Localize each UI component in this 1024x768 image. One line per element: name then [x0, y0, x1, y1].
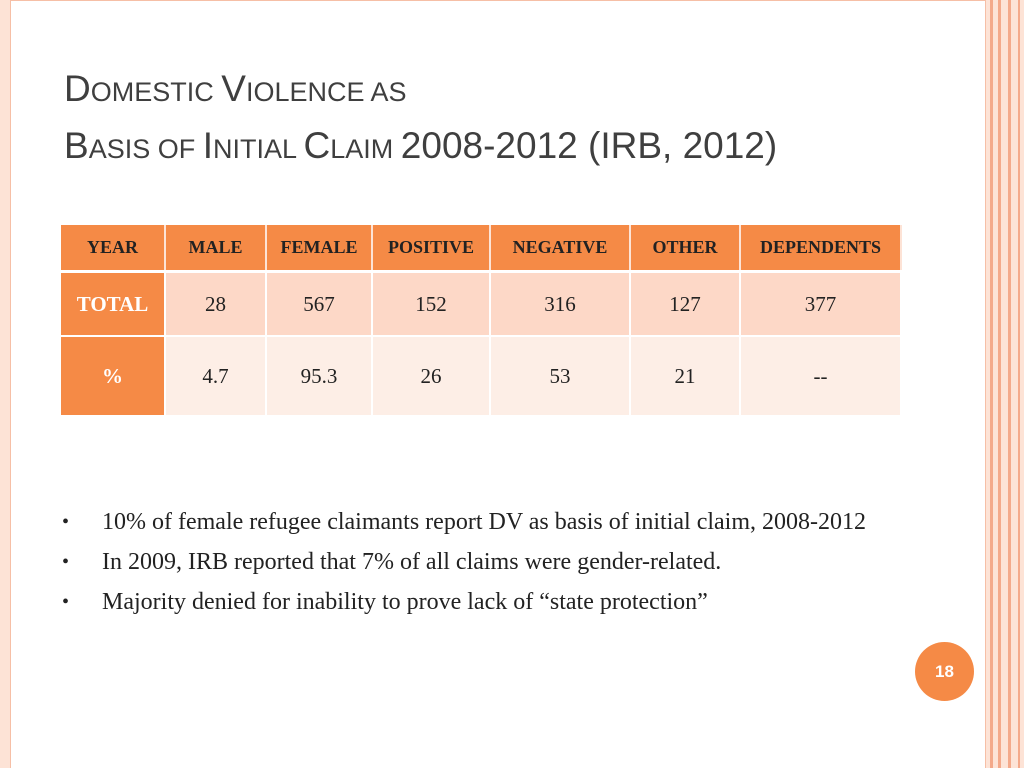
- slide-frame-left-line: [10, 0, 11, 768]
- title-segment: D: [64, 68, 91, 109]
- title-line-2: BASIS OF INITIAL CLAIM 2008-2012 (IRB, 2…: [64, 119, 777, 176]
- slide-frame-top-line: [10, 0, 986, 1]
- title-segment: NITIAL: [213, 134, 304, 164]
- title-segment: IOLENCE AS: [245, 77, 407, 107]
- title-segment: C: [303, 125, 331, 166]
- statistics-table: YEAR MALE FEMALE POSITIVE NEGATIVE OTHER…: [61, 225, 902, 417]
- title-segment: I: [202, 125, 213, 166]
- title-segment: 2008-2012 (IRB, 2012): [400, 125, 778, 166]
- decor-stripe: [990, 0, 993, 768]
- slide-title: DOMESTIC VIOLENCE AS BASIS OF INITIAL CL…: [64, 62, 777, 176]
- table-cell: 567: [266, 271, 373, 337]
- table-cell: 316: [490, 271, 631, 337]
- column-header-female: FEMALE: [266, 225, 373, 273]
- table-cell: 21: [630, 336, 741, 417]
- table-row-total: TOTAL 28 567 152 316 127 377: [61, 271, 902, 337]
- table-cell: 377: [740, 271, 902, 337]
- table-header-row: YEAR MALE FEMALE POSITIVE NEGATIVE OTHER…: [61, 225, 902, 273]
- title-segment: V: [221, 68, 246, 109]
- bullet-text: In 2009, IRB reported that 7% of all cla…: [102, 549, 722, 575]
- row-label-total: TOTAL: [61, 271, 166, 337]
- title-segment: OMESTIC: [90, 77, 222, 107]
- row-label-percent: %: [61, 336, 166, 417]
- table-cell: 4.7: [165, 336, 267, 417]
- column-header-positive: POSITIVE: [372, 225, 491, 273]
- column-header-other: OTHER: [630, 225, 741, 273]
- title-segment: ASIS OF: [88, 134, 203, 164]
- decor-stripe: [1008, 0, 1011, 768]
- bullet-icon: •: [62, 591, 70, 613]
- bullet-list: • 10% of female refugee claimants report…: [62, 506, 922, 626]
- list-item: • Majority denied for inability to prove…: [62, 586, 922, 618]
- title-line-1: DOMESTIC VIOLENCE AS: [64, 62, 777, 119]
- title-segment: B: [64, 125, 89, 166]
- slide-frame-left: [0, 0, 10, 768]
- title-segment: LAIM: [330, 134, 401, 164]
- list-item: • In 2009, IRB reported that 7% of all c…: [62, 546, 922, 578]
- decor-stripe: [998, 0, 1001, 768]
- bullet-icon: •: [62, 511, 70, 533]
- table-cell: 95.3: [266, 336, 373, 417]
- table-cell: 152: [372, 271, 491, 337]
- bullet-text: Majority denied for inability to prove l…: [102, 589, 708, 615]
- slide-frame-right-line: [985, 0, 986, 768]
- bullet-text: 10% of female refugee claimants report D…: [102, 509, 866, 535]
- table-row-percent: % 4.7 95.3 26 53 21 --: [61, 336, 902, 417]
- table-cell: 53: [490, 336, 631, 417]
- decor-stripe: [1018, 0, 1020, 768]
- list-item: • 10% of female refugee claimants report…: [62, 506, 922, 538]
- table-cell: 127: [630, 271, 741, 337]
- page-number-badge: 18: [915, 642, 974, 701]
- table-cell: --: [740, 336, 902, 417]
- table-cell: 28: [165, 271, 267, 337]
- table-cell: 26: [372, 336, 491, 417]
- column-header-dependents: DEPENDENTS: [740, 225, 902, 273]
- column-header-male: MALE: [165, 225, 267, 273]
- column-header-negative: NEGATIVE: [490, 225, 631, 273]
- bullet-icon: •: [62, 551, 70, 573]
- column-header-year: YEAR: [61, 225, 166, 273]
